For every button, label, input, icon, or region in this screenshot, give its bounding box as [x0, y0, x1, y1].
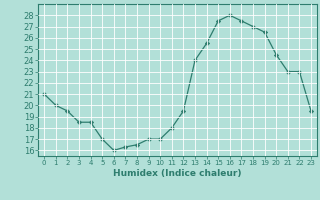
- X-axis label: Humidex (Indice chaleur): Humidex (Indice chaleur): [113, 169, 242, 178]
